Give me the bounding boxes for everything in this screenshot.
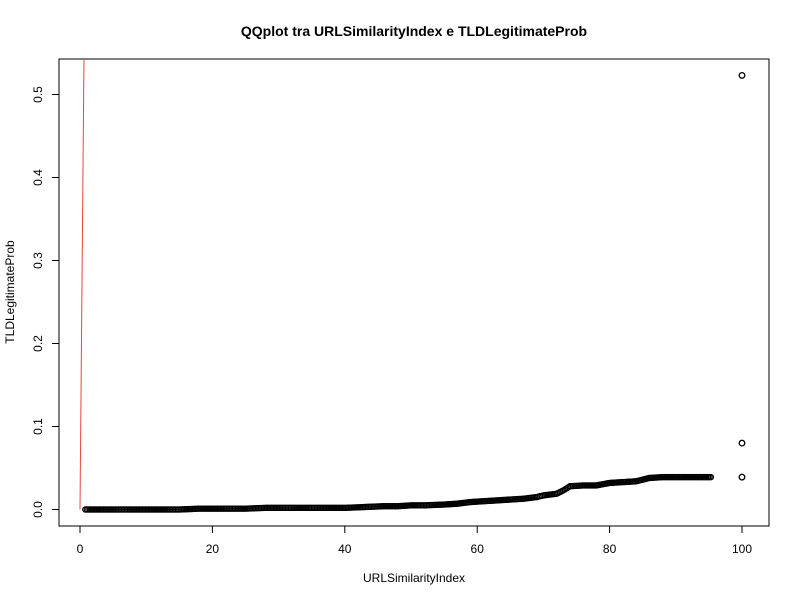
x-tick-label: 20 <box>206 542 220 556</box>
data-point-outlier <box>738 439 746 447</box>
x-axis: 0 20 40 60 80 100 <box>77 525 752 556</box>
data-points <box>82 71 746 513</box>
x-tick-label: 80 <box>603 542 617 556</box>
reference-line <box>79 58 85 510</box>
x-axis-label: URLSimilarityIndex <box>363 571 465 585</box>
y-tick-label: 0.1 <box>31 418 45 435</box>
data-point-outlier <box>738 473 746 481</box>
y-tick-label: 0.0 <box>31 501 45 518</box>
x-tick-label: 40 <box>338 542 352 556</box>
y-tick-label: 0.3 <box>31 252 45 269</box>
y-axis-label: TLDLegitimateProb <box>3 240 17 344</box>
y-tick-label: 0.5 <box>31 86 45 103</box>
y-axis: 0.0 0.1 0.2 0.3 0.4 0.5 <box>31 86 60 518</box>
data-point <box>707 473 715 481</box>
data-point-outlier <box>738 71 746 79</box>
reference-line-segment <box>79 58 85 510</box>
x-tick-label: 0 <box>77 542 84 556</box>
y-tick-label: 0.4 <box>31 169 45 186</box>
x-tick-label: 100 <box>732 542 752 556</box>
x-tick-label: 60 <box>471 542 485 556</box>
plot-frame <box>58 58 770 527</box>
chart-title: QQplot tra URLSimilarityIndex e TLDLegit… <box>241 23 587 39</box>
y-tick-label: 0.2 <box>31 335 45 352</box>
